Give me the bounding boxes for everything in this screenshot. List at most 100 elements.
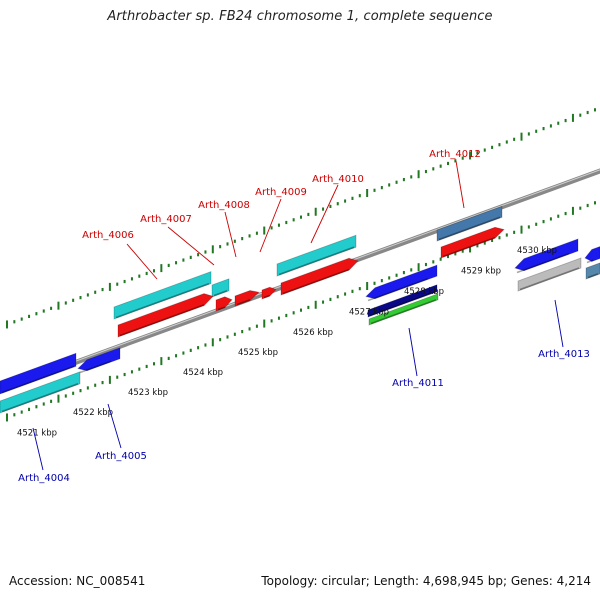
scale-label: 4528 kbp [404, 287, 444, 297]
feature-red-4009-shade [263, 294, 270, 299]
gene-label[interactable]: Arth_4009 [255, 187, 307, 198]
feature-steel[interactable] [436, 205, 503, 242]
feature-blue-4005[interactable] [77, 347, 121, 374]
feature-cyan-4008-shape[interactable] [211, 278, 230, 298]
feature-red-4006-shape[interactable] [117, 293, 214, 338]
scale-labels: 4521 kbp 4522 kbp 4523 kbp 4524 kbp 4525 kbp… [17, 246, 557, 439]
scale-label: 4529 kbp [461, 266, 501, 276]
gene-label[interactable]: Arth_4005 [95, 451, 147, 462]
feature-navy-4011[interactable] [367, 284, 438, 318]
feature-blue-4004-shape[interactable] [0, 352, 77, 395]
feature-red-4007[interactable] [215, 296, 233, 312]
feature-red-4008-shade [236, 299, 251, 306]
feature-red-4008-shape[interactable] [234, 290, 260, 307]
gene-label[interactable]: Arth_4004 [18, 473, 70, 484]
feature-navy-4011-shade [369, 291, 436, 317]
feature-gray-4013-shade [519, 267, 580, 291]
feature-green-4011-shade [370, 299, 437, 325]
feature-gray-4013-shape[interactable] [517, 257, 582, 292]
map-title: Arthrobacter sp. FB24 chromosome 1, comp… [107, 9, 493, 24]
feature-gray-4013[interactable] [517, 257, 582, 292]
topology-summary: Topology: circular; Length: 4,698,945 bp… [261, 574, 591, 588]
bottom-tick-row [6, 201, 596, 422]
feature-blue-4004[interactable] [0, 352, 77, 395]
gene-labels[interactable]: Arth_4006 Arth_4007 Arth_4008 Arth_4009 Arth… [18, 149, 590, 484]
feature-blue-4013[interactable] [514, 238, 579, 274]
feature-cyan-4007[interactable] [113, 271, 212, 320]
feature-cyan-4008[interactable] [211, 278, 230, 298]
feature-red-4007-shade [217, 306, 226, 311]
feature-cyan-4008-shade [213, 290, 228, 297]
feature-red-4010-shade [282, 268, 350, 295]
feature-cyan-4010-shape[interactable] [276, 234, 357, 277]
feature-red-4006-shade [119, 304, 205, 337]
feature-blue-4013-shade [516, 252, 570, 274]
feature-red-4010[interactable] [280, 257, 359, 296]
feature-blue-4011-shade [367, 277, 429, 302]
feature-red-4012-shape[interactable] [440, 226, 505, 259]
feature-cyan-4007-shape[interactable] [113, 271, 212, 320]
feature-steel-edge[interactable] [585, 262, 600, 280]
feature-navy-4011-shape[interactable] [367, 284, 438, 318]
leader-line [126, 243, 158, 280]
leader-line [224, 211, 237, 258]
scale-label: 4530 kbp [517, 246, 557, 256]
feature-blue-4013b[interactable] [584, 246, 600, 264]
leader-line [167, 226, 215, 266]
scale-label: 4525 kbp [238, 348, 278, 358]
feature-green-4011[interactable] [368, 293, 439, 326]
leader-line [107, 403, 122, 449]
scale-label: 4521 kbp [17, 428, 57, 438]
leader-line [408, 327, 418, 377]
leader-line [32, 427, 44, 471]
scale-label: 4524 kbp [183, 368, 223, 378]
leader-line [259, 198, 282, 253]
feature-blue-4011[interactable] [365, 264, 438, 302]
gene-label[interactable]: Arth_4006 [82, 230, 134, 241]
gene-features [0, 205, 600, 414]
feature-blue-4005-shape[interactable] [77, 347, 121, 372]
leader-line [310, 184, 339, 244]
feature-cyan-4004[interactable] [0, 371, 81, 414]
feature-red-4006[interactable] [117, 293, 214, 338]
feature-red-4010-shape[interactable] [280, 257, 359, 296]
scale-label: 4527 kbp [349, 307, 389, 317]
feature-green-4011-shape[interactable] [368, 293, 439, 326]
gene-label[interactable]: Arth_4008 [198, 200, 250, 211]
gene-label[interactable]: Arth_4010 [312, 174, 364, 185]
feature-cyan-4007-shade [115, 282, 210, 319]
gene-label[interactable]: Arth_4011 [392, 378, 444, 389]
gene-label[interactable]: Arth_4007 [140, 214, 192, 225]
gene-label[interactable]: Arth_4012 [429, 149, 481, 160]
accession-text: Accession: NC_008541 [9, 574, 146, 588]
feature-red-4009-shape[interactable] [261, 286, 277, 300]
feature-red-4012-shade [442, 236, 496, 258]
feature-red-4007-shape[interactable] [215, 296, 233, 312]
feature-blue-4013-shape[interactable] [514, 238, 579, 272]
feature-blue-4013b-shade [586, 259, 594, 264]
feature-cyan-4010-shade [278, 246, 355, 276]
feature-steel-edge-shape[interactable] [585, 262, 600, 280]
leader-line [554, 299, 564, 348]
feature-blue-4013b-shape[interactable] [584, 246, 600, 262]
scale-label: 4522 kbp [73, 408, 113, 418]
feature-cyan-4004-shape[interactable] [0, 371, 81, 414]
leader-line [455, 160, 465, 209]
scale-label: 4523 kbp [128, 388, 168, 398]
feature-steel-shade [438, 216, 501, 241]
feature-cyan-4010[interactable] [276, 234, 357, 277]
feature-red-4008[interactable] [234, 290, 260, 307]
feature-red-4009[interactable] [261, 286, 277, 300]
feature-blue-4011-shape[interactable] [365, 264, 438, 300]
feature-cyan-4004-shade [1, 383, 79, 413]
feature-red-4012[interactable] [440, 226, 505, 259]
feature-steel-edge-shade [587, 273, 599, 279]
feature-steel-shape[interactable] [436, 205, 503, 242]
feature-blue-4004-shade [1, 365, 75, 394]
scale-label: 4526 kbp [293, 328, 333, 338]
feature-blue-4005-shade [79, 360, 112, 374]
top-tick-row [6, 108, 596, 329]
gene-label[interactable]: Arth_4013 [538, 349, 590, 360]
